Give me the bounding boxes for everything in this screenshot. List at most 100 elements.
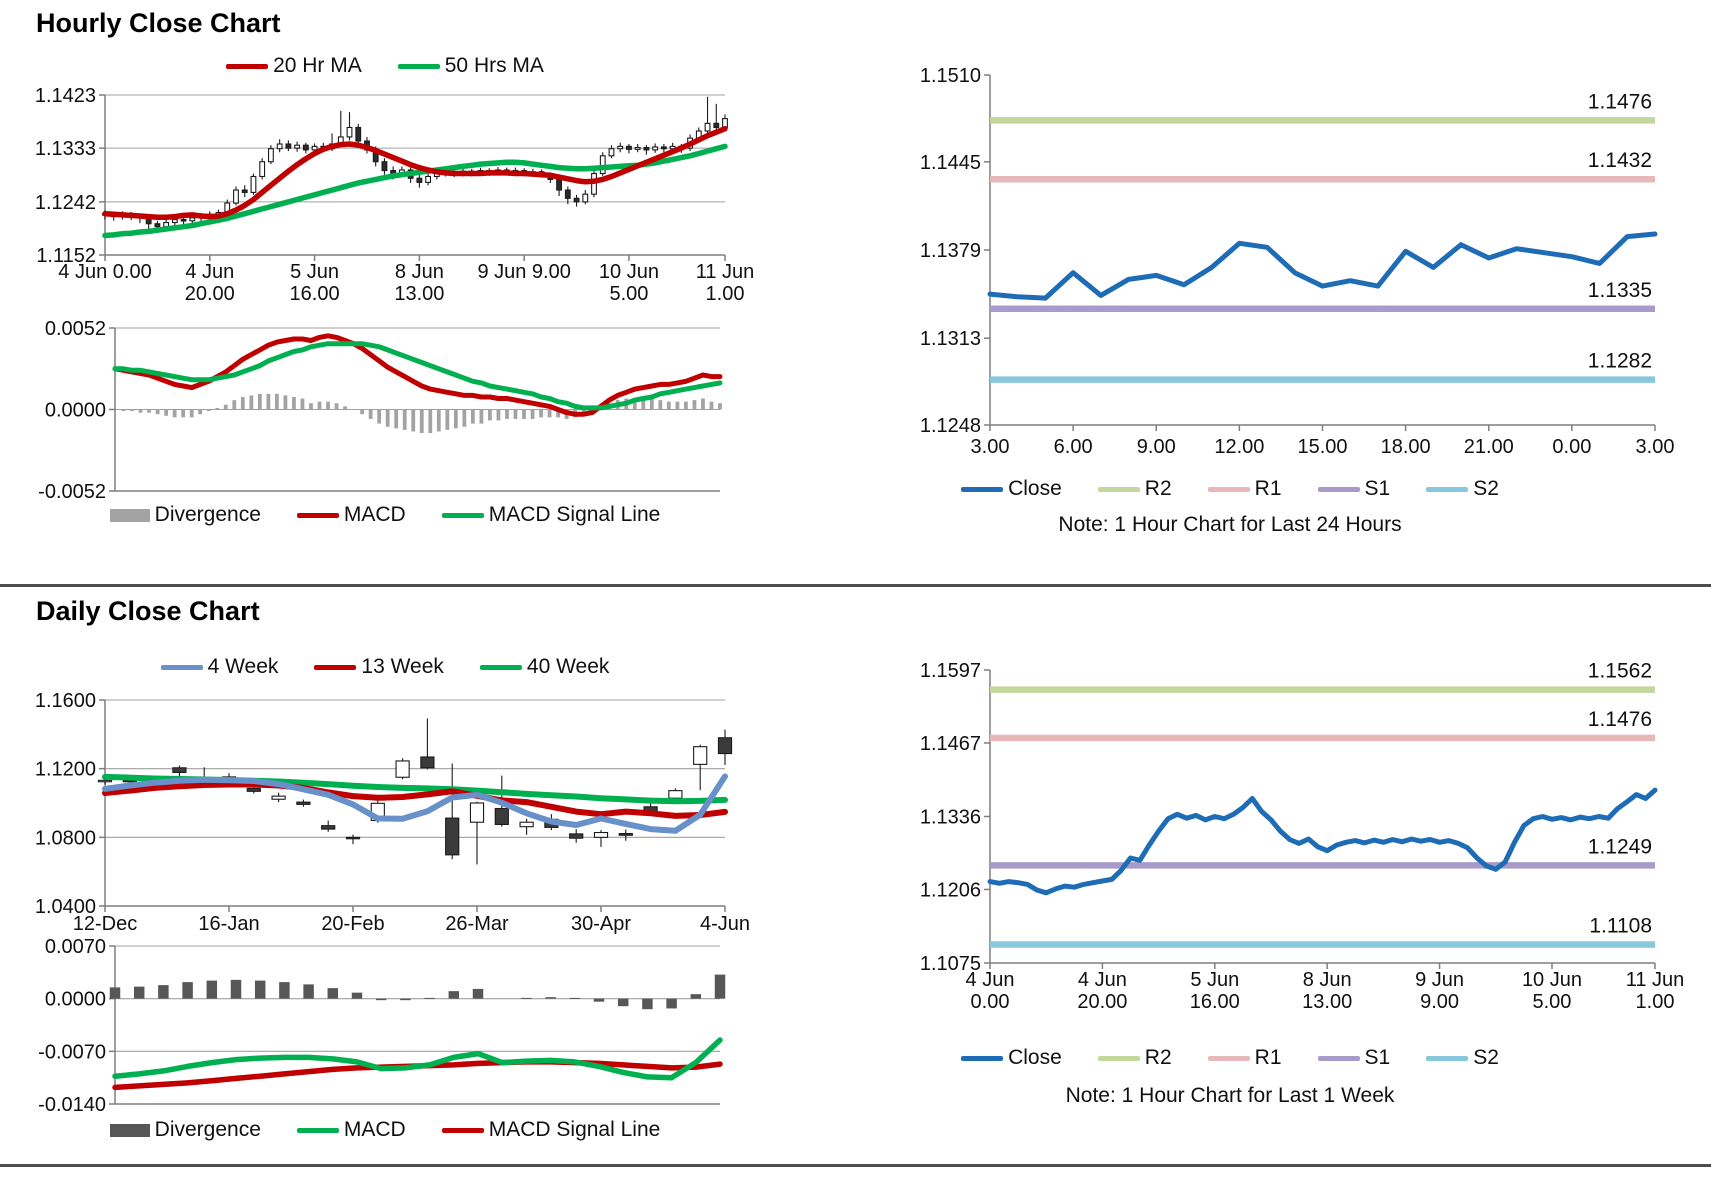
divergence-bar [375, 998, 387, 1001]
divergence-bar [377, 409, 382, 424]
y-tick-label: 0.0052 [45, 318, 106, 340]
series-line-50-hrs-ma [102, 143, 728, 239]
x-tick-label: 0.00 [1552, 436, 1591, 458]
divergence-bar [522, 409, 526, 419]
divergence-bar [462, 409, 467, 427]
weekly-sr-note: Note: 1 Hour Chart for Last 1 Week [1065, 1084, 1395, 1107]
divergence-bar [158, 985, 169, 999]
x-tick-label: 26-Mar [445, 913, 509, 935]
divergence-bar [684, 401, 688, 410]
divergence-bar [257, 393, 262, 410]
series-line-13-week [102, 781, 728, 819]
divergence-bar [121, 409, 126, 412]
hourly-macd-legend: Divergence MACD MACD Signal Line [35, 503, 735, 527]
divergence-bar [505, 409, 509, 419]
divergence-bar [714, 974, 726, 999]
legend-item-r1: R1 [1207, 477, 1282, 501]
level-value-r2: 1.1562 [1588, 660, 1652, 683]
line-swatch-r1 [1207, 486, 1250, 492]
candle-body [445, 817, 460, 856]
divergence-bar [266, 393, 271, 410]
candle-body [381, 161, 388, 172]
divergence-bar [198, 409, 203, 415]
divergence-bar [718, 403, 722, 410]
divergence-bar [445, 409, 450, 430]
legend-label-r2: R2 [1144, 1046, 1172, 1069]
divergence-bar [181, 409, 186, 418]
divergence-bar [368, 409, 373, 419]
legend-item-s2: S2 [1426, 1046, 1499, 1070]
divergence-bar [593, 998, 605, 1002]
x-tick-label: 9 Jun 9.00 [477, 261, 570, 283]
candle-body [660, 146, 667, 150]
daily-price-chart: 1.0400 1.0800 1.1200 1.1600 12-Dec 16-Jan 20-F… [35, 690, 750, 935]
candle-body [618, 833, 633, 836]
x-tick-label: 16-Jan [198, 913, 259, 935]
bar-swatch-divergence [109, 1123, 150, 1137]
x-tick-label: 30-Apr [571, 913, 631, 935]
y-tick-label: 1.1075 [920, 953, 981, 975]
divergence-bar [334, 403, 339, 410]
divergence-bar [547, 409, 552, 418]
x-tick-label: 3.00 [971, 436, 1010, 458]
divergence-bar [351, 992, 363, 999]
legend-label-r2: R2 [1144, 477, 1172, 500]
candle-body [643, 146, 650, 151]
x-tick-label: 12.00 [1214, 436, 1264, 458]
line-swatch-macd [296, 1127, 339, 1133]
y-tick-label: 0.0070 [45, 936, 106, 958]
legend-label-r1: R1 [1254, 1046, 1282, 1069]
divergence-bar [692, 400, 697, 410]
divergence-bar [641, 398, 646, 410]
line-swatch-50-hrs-ma [397, 63, 440, 69]
divergence-bar [164, 409, 169, 416]
line-swatch-s1 [1317, 1055, 1360, 1061]
candle-body [97, 779, 113, 783]
candle-body [593, 831, 609, 838]
divergence-bar [419, 409, 424, 434]
x-tick-label: 16.00 [290, 283, 340, 305]
level-value-s1: 1.1249 [1588, 835, 1652, 858]
candle-body [652, 146, 659, 151]
line-swatch-s2 [1426, 1055, 1469, 1061]
legend-label-macd: MACD [343, 503, 406, 526]
y-tick-label: 1.1336 [920, 807, 981, 829]
y-tick-label: 1.1600 [35, 690, 96, 712]
candle-body [294, 144, 301, 149]
level-value-s2: 1.1108 [1589, 914, 1652, 937]
divergence-bar [649, 398, 654, 410]
legend-item-macd: MACD [296, 1118, 406, 1142]
x-tick-label: 21.00 [1464, 436, 1514, 458]
candle-body [171, 219, 178, 224]
divergence-bar [470, 409, 475, 424]
candle-body [713, 122, 720, 129]
x-tick-label: 0.00 [971, 991, 1010, 1013]
bottom-divider [0, 1164, 1711, 1167]
line-swatch-close [961, 1055, 1004, 1061]
legend-item-close: Close [961, 477, 1062, 501]
divergence-bar [666, 998, 677, 1009]
divergence-bar [254, 980, 266, 999]
divergence-bar [496, 409, 501, 421]
candle-body [599, 155, 606, 175]
x-tick-label: 10 Jun [1522, 969, 1582, 991]
level-value-r1: 1.1432 [1588, 149, 1652, 172]
candle-body [355, 126, 362, 142]
daily-price-legend: 4 Week 13 Week 40 Week [35, 655, 735, 679]
y-tick-label: -0.0052 [38, 481, 106, 503]
x-tick-label: 13.00 [1302, 991, 1352, 1013]
hourly-macd-chart: -0.0052 0.0000 0.0052 [38, 318, 723, 503]
divergence-bar [402, 409, 407, 430]
divergence-bar [309, 403, 313, 410]
legend-item-s2: S2 [1426, 477, 1499, 501]
hourly-sr-note: Note: 1 Hour Chart for Last 24 Hours [1058, 513, 1402, 536]
divergence-bar [360, 409, 365, 415]
candle-body [556, 178, 563, 191]
x-tick-label: 1.00 [1636, 991, 1675, 1013]
hourly-price-legend: 20 Hr MA 50 Hrs MA [35, 54, 735, 78]
line-swatch-13-week [314, 664, 357, 670]
legend-label-macd: MACD [343, 1118, 406, 1141]
line-swatch-4-week [160, 664, 203, 670]
divergence-bar [223, 404, 228, 410]
